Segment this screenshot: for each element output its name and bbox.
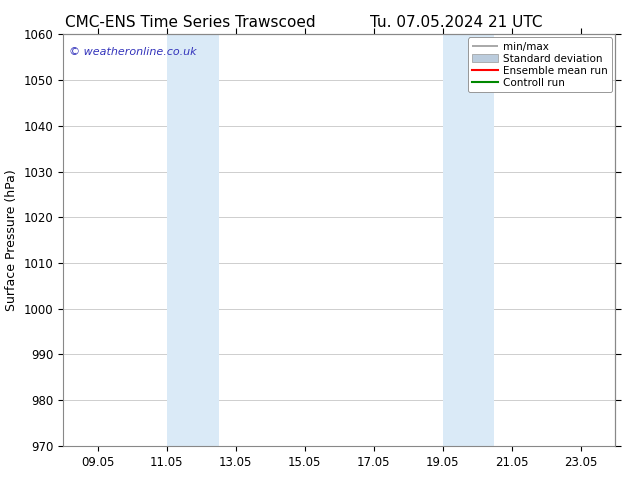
Text: © weatheronline.co.uk: © weatheronline.co.uk: [69, 47, 197, 57]
Bar: [167, 34, 219, 446]
Text: CMC-ENS Time Series Trawscoed: CMC-ENS Time Series Trawscoed: [65, 15, 316, 30]
Legend: min/max, Standard deviation, Ensemble mean run, Controll run: min/max, Standard deviation, Ensemble me…: [467, 37, 612, 92]
Y-axis label: Surface Pressure (hPa): Surface Pressure (hPa): [5, 169, 18, 311]
Bar: [443, 34, 495, 446]
Text: Tu. 07.05.2024 21 UTC: Tu. 07.05.2024 21 UTC: [370, 15, 543, 30]
